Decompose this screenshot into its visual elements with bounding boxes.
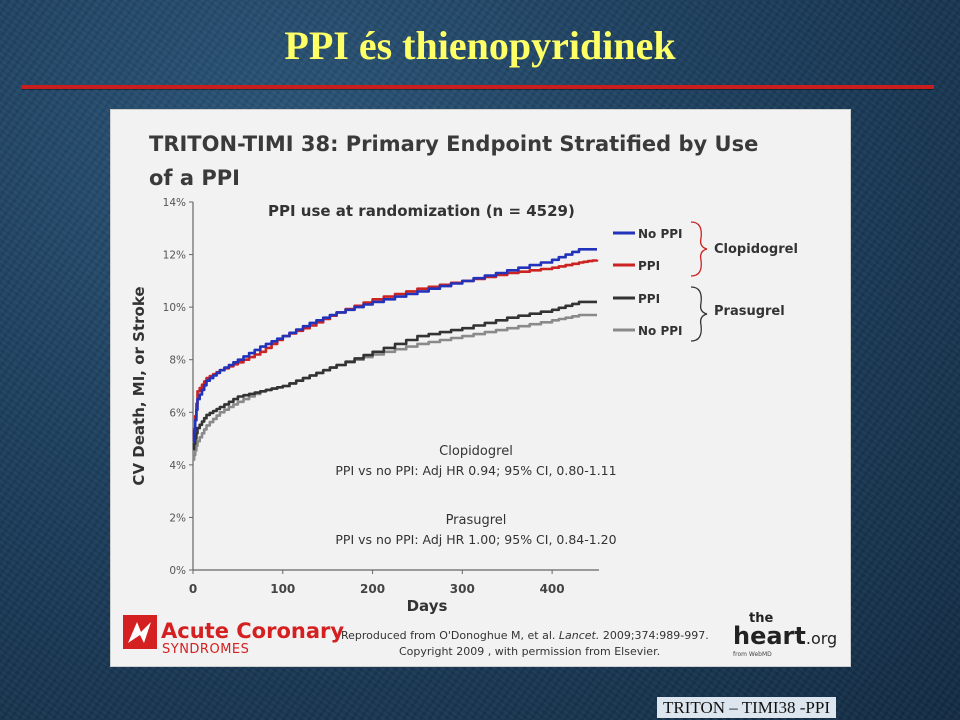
svg-text:heart.org: heart.org: [733, 622, 837, 650]
annotation-prasugrel-label: Prasugrel: [446, 513, 507, 528]
slide-footer: TRITON – TIMI38 -PPI: [656, 697, 836, 718]
theheart-logo: the heart.org from WebMD: [733, 611, 837, 658]
legend-brace-clopidogrel: [690, 221, 708, 277]
annotation-clopidogrel-label: Clopidogrel: [439, 444, 513, 459]
x-tick-label: 100: [270, 582, 295, 596]
legend-label-prasugrel-no-ppi: No PPI: [638, 324, 683, 338]
chart-title-line2: of a PPI: [149, 166, 240, 190]
y-tick-label: 4%: [169, 460, 186, 472]
acs-logo: Acute Coronary SYNDROMES: [123, 615, 344, 657]
theheart-logo-org: .org: [806, 629, 837, 648]
acs-logo-symbol: [128, 622, 151, 643]
chart-title-line1: TRITON-TIMI 38: Primary Endpoint Stratif…: [149, 132, 758, 156]
x-tick-label: 200: [360, 582, 385, 596]
series-line-prasugrel-no-ppi: [192, 313, 597, 461]
y-tick-label: 6%: [169, 407, 186, 419]
y-tick-label: 8%: [169, 355, 186, 367]
acs-logo-subtitle: SYNDROMES: [162, 642, 249, 657]
theheart-logo-from: from WebMD: [733, 651, 772, 658]
acs-logo-title: Acute Coronary: [161, 619, 344, 643]
annotation-prasugrel-text: PPI vs no PPI: Adj HR 1.00; 95% CI, 0.84…: [335, 532, 616, 547]
series-line-clopidogrel-no-ppi: [192, 248, 597, 443]
y-tick-label: 2%: [169, 512, 186, 524]
chart-svg: TRITON-TIMI 38: Primary Endpoint Stratif…: [123, 132, 837, 658]
x-tick-label: 300: [450, 582, 475, 596]
x-tick-label: 0: [189, 582, 197, 596]
x-axis-label: Days: [407, 597, 448, 615]
x-tick-label: 400: [540, 582, 565, 596]
legend-label-clopidogrel-ppi: PPI: [638, 259, 660, 273]
credit-source: Reproduced from O'Donoghue M, et al.: [341, 629, 555, 642]
y-tick-label: 12%: [163, 250, 186, 262]
y-tick-label: 0%: [169, 565, 186, 577]
legend-group-prasugrel: Prasugrel: [714, 304, 785, 319]
annotation-clopidogrel-text: PPI vs no PPI: Adj HR 0.94; 95% CI, 0.80…: [335, 463, 616, 478]
legend-group-clopidogrel: Clopidogrel: [714, 242, 798, 257]
legend-label-prasugrel-ppi: PPI: [638, 292, 660, 306]
chart-subtitle: PPI use at randomization (n = 4529): [268, 202, 575, 220]
y-tick-label: 14%: [163, 197, 186, 209]
theheart-logo-the: the: [749, 611, 773, 626]
credit-copyright: Copyright 2009 , with permission from El…: [399, 645, 660, 658]
svg-text:Reproduced from O'Donoghue M,: Reproduced from O'Donoghue M, et al. Lan…: [341, 629, 709, 642]
credit-journal: Lancet.: [559, 629, 599, 642]
series-line-prasugrel-ppi: [192, 300, 597, 451]
slide-title: PPI és thienopyridinek: [284, 23, 676, 68]
title-divider: [22, 85, 934, 89]
legend-brace-prasugrel: [690, 286, 708, 342]
credit-citation: 2009;374:989-997.: [603, 629, 709, 642]
y-axis-label: CV Death, MI, or Stroke: [130, 286, 148, 485]
legend: No PPI PPI Clopidogrel PPI No PPI Prasug…: [613, 221, 798, 342]
y-tick-label: 10%: [163, 302, 186, 314]
legend-label-clopidogrel-no-ppi: No PPI: [638, 227, 683, 241]
theheart-logo-heart: heart: [733, 622, 806, 650]
figure-panel: TRITON-TIMI 38: Primary Endpoint Stratif…: [110, 109, 851, 667]
